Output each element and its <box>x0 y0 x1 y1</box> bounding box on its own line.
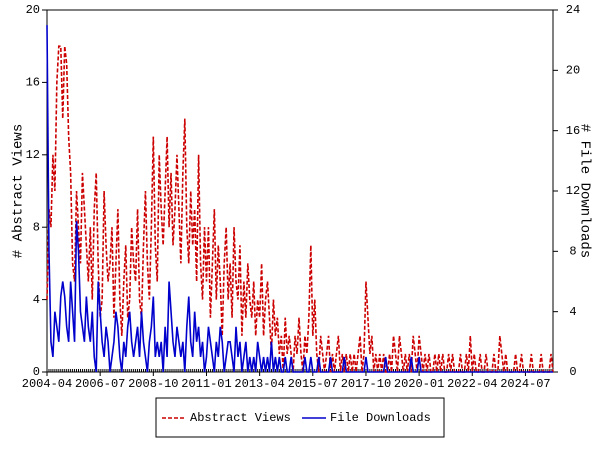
y-tick-label: 0 <box>33 365 40 379</box>
y-tick-label: 16 <box>26 76 40 90</box>
y2-tick-label: 24 <box>566 3 580 17</box>
legend-label: Abstract Views <box>190 411 291 425</box>
y2-tick-label: 12 <box>566 184 580 198</box>
y-tick-label: 12 <box>26 148 40 162</box>
x-tick-label: 2011-01 <box>181 377 231 391</box>
y2-tick-label: 20 <box>566 64 580 78</box>
y2-tick-label: 16 <box>566 124 580 138</box>
legend-label: File Downloads <box>330 411 431 425</box>
y-tick-label: 20 <box>26 3 40 17</box>
x-tick-label: 2013-04 <box>234 377 284 391</box>
series-line <box>46 45 554 373</box>
x-tick-label: 2008-10 <box>128 377 178 391</box>
legend-box <box>155 397 445 438</box>
x-tick-label: 2004-04 <box>22 377 72 391</box>
y-axis-label: # Abstract Views <box>11 124 27 258</box>
x-tick-label: 2017-10 <box>341 377 391 391</box>
y2-axis-label: # File Downloads <box>576 124 592 258</box>
y-tick-label: 4 <box>33 293 40 307</box>
y2-tick-label: 0 <box>569 365 576 379</box>
y2-tick-label: 4 <box>569 305 576 319</box>
y2-tick-label: 8 <box>569 245 576 259</box>
x-tick-label: 2024-07 <box>500 377 550 391</box>
x-tick-label: 2020-01 <box>394 377 444 391</box>
y-tick-label: 8 <box>33 220 40 234</box>
x-tick-label: 2015-07 <box>288 377 338 391</box>
x-tick-label: 2006-07 <box>75 377 125 391</box>
x-tick-label: 2022-04 <box>447 377 497 391</box>
series-line <box>46 25 553 373</box>
